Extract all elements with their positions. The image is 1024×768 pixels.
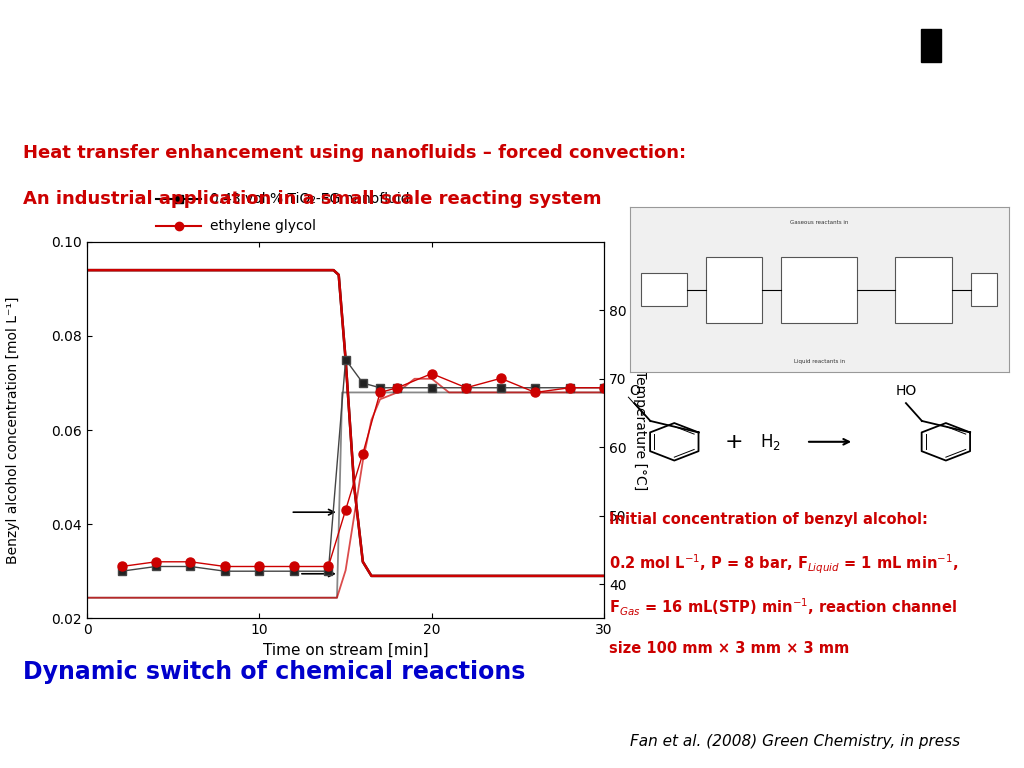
X-axis label: Time on stream [min]: Time on stream [min] bbox=[263, 643, 428, 657]
Text: Process intensification using particles: Process intensification using particles bbox=[23, 31, 712, 61]
Polygon shape bbox=[901, 18, 962, 129]
Bar bbox=[895, 257, 952, 323]
Text: F$_{Gas}$ = 16 mL(STP) min$^{-1}$, reaction channel: F$_{Gas}$ = 16 mL(STP) min$^{-1}$, react… bbox=[609, 597, 957, 618]
Text: UNIVERSITY OF LEEDS: UNIVERSITY OF LEEDS bbox=[755, 91, 998, 110]
Text: ethylene glycol: ethylene glycol bbox=[210, 219, 316, 233]
Y-axis label: Temperature [°C]: Temperature [°C] bbox=[634, 370, 647, 490]
Bar bbox=[781, 257, 857, 323]
Bar bbox=[641, 273, 686, 306]
Bar bbox=[706, 257, 762, 323]
Text: Liquid reactants in: Liquid reactants in bbox=[794, 359, 845, 363]
Text: Heat transfer enhancement using nanofluids – forced convection:: Heat transfer enhancement using nanoflui… bbox=[23, 144, 686, 161]
Polygon shape bbox=[922, 28, 941, 62]
Text: HO: HO bbox=[895, 384, 916, 398]
Text: Initial concentration of benzyl alcohol:: Initial concentration of benzyl alcohol: bbox=[609, 511, 928, 527]
Text: Gaseous reactants in: Gaseous reactants in bbox=[790, 220, 849, 225]
Text: across length scales [8]: across length scales [8] bbox=[23, 84, 452, 115]
Text: 0.2 mol L$^{-1}$, P = 8 bar, F$_{Liquid}$ = 1 mL min$^{-1}$,: 0.2 mol L$^{-1}$, P = 8 bar, F$_{Liquid}… bbox=[609, 553, 958, 576]
Text: An industrial application in a small scale reacting system: An industrial application in a small sca… bbox=[23, 190, 601, 207]
Bar bbox=[971, 273, 997, 306]
Text: +: + bbox=[725, 432, 743, 452]
Y-axis label: Benzyl alcohol concentration [mol L⁻¹]: Benzyl alcohol concentration [mol L⁻¹] bbox=[6, 296, 19, 564]
Text: H$_2$: H$_2$ bbox=[760, 432, 780, 452]
Text: Dynamic switch of chemical reactions: Dynamic switch of chemical reactions bbox=[23, 660, 525, 684]
Text: 0.43 vol.% TiO₂-EG nanofluid: 0.43 vol.% TiO₂-EG nanofluid bbox=[210, 192, 410, 206]
Text: size 100 mm × 3 mm × 3 mm: size 100 mm × 3 mm × 3 mm bbox=[609, 641, 850, 656]
Text: O: O bbox=[629, 384, 640, 398]
Text: Fan et al. (2008) Green Chemistry, in press: Fan et al. (2008) Green Chemistry, in pr… bbox=[630, 733, 959, 749]
